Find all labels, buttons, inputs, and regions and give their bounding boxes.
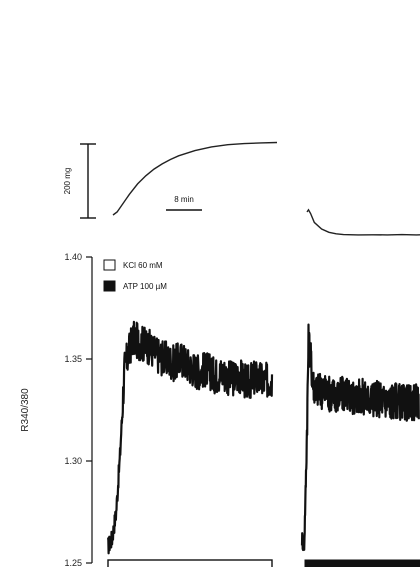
force-trace-atp <box>306 208 420 236</box>
legend-swatch-atp <box>103 280 116 292</box>
ratio-trace-kcl <box>106 320 274 555</box>
time-scale-label: 8 min <box>174 195 194 204</box>
y-tick-label: 1.40 <box>64 252 82 262</box>
y-tick-label: 1.30 <box>64 456 82 466</box>
y-tick-label: 1.25 <box>64 558 82 567</box>
legend-swatch-kcl <box>103 259 116 271</box>
force-trace-kcl <box>112 141 278 216</box>
y-axis-title: R340/380 <box>20 388 31 432</box>
legend-label-atp: ATP 100 µM <box>123 282 167 291</box>
legend-label-kcl: KCl 60 mM <box>123 261 163 270</box>
force-scale-bar: 200 mg <box>63 143 96 219</box>
stimulus-bar-atp <box>304 559 420 567</box>
y-axis: 1.40 1.35 1.30 1.25 R340/380 <box>20 252 93 567</box>
ratio-trace-atp <box>300 323 420 552</box>
force-scale-label: 200 mg <box>63 168 72 195</box>
y-ticks: 1.40 1.35 1.30 1.25 <box>64 252 92 567</box>
time-scale-bar: 8 min <box>166 195 202 211</box>
legend: KCl 60 mM ATP 100 µM <box>103 259 167 292</box>
y-tick-label: 1.35 <box>64 354 82 364</box>
stimulus-bar-kcl <box>107 559 273 567</box>
